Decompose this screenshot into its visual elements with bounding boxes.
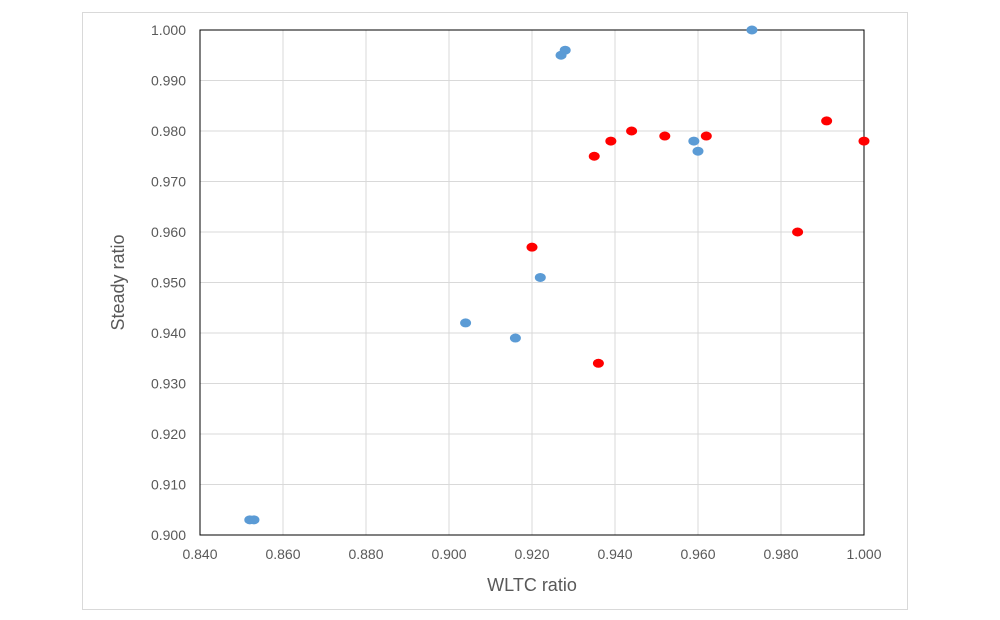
x-axis-ticks: 0.840 0.860 0.880 0.900 0.920 0.940 0.960 0.980…	[182, 546, 881, 562]
red-data-point	[526, 242, 538, 252]
y-axis-title: Steady ratio	[108, 234, 128, 330]
red-data-point	[592, 358, 604, 368]
blue-data-point	[248, 515, 260, 525]
y-tick-label: 0.960	[151, 224, 186, 240]
y-tick-label: 0.900	[151, 527, 186, 543]
y-axis-ticks: 0.900 0.910 0.920 0.930 0.940 0.950 0.960 0.970…	[151, 22, 186, 543]
x-tick-label: 0.880	[348, 546, 383, 562]
x-tick-label: 0.840	[182, 546, 217, 562]
blue-data-point	[692, 146, 704, 156]
red-data-point	[626, 126, 638, 136]
x-tick-label: 0.900	[431, 546, 466, 562]
y-tick-label: 0.910	[151, 477, 186, 493]
red-data-point	[858, 136, 870, 146]
y-tick-label: 0.990	[151, 73, 186, 89]
y-tick-label: 0.970	[151, 174, 186, 190]
y-tick-label: 0.940	[151, 325, 186, 341]
x-tick-label: 0.980	[763, 546, 798, 562]
red-data-point	[821, 116, 833, 126]
blue-data-point	[559, 45, 571, 55]
x-tick-label: 1.000	[846, 546, 881, 562]
x-tick-label: 0.940	[597, 546, 632, 562]
y-tick-label: 0.980	[151, 123, 186, 139]
plot-area-border	[199, 29, 865, 536]
red-data-point	[659, 131, 671, 141]
y-tick-label: 0.950	[151, 275, 186, 291]
red-data-point	[700, 131, 712, 141]
red-data-point	[792, 227, 804, 237]
y-tick-label: 0.930	[151, 376, 186, 392]
blue-data-point	[534, 272, 546, 282]
blue-data-point	[746, 25, 758, 35]
y-tick-label: 1.000	[151, 22, 186, 38]
data-points	[244, 25, 870, 525]
blue-data-point	[460, 318, 472, 328]
blue-data-point	[509, 333, 521, 343]
x-tick-label: 0.860	[265, 546, 300, 562]
x-tick-label: 0.920	[514, 546, 549, 562]
chart-frame	[82, 12, 908, 610]
red-data-point	[605, 136, 617, 146]
red-data-point	[588, 151, 600, 161]
x-tick-label: 0.960	[680, 546, 715, 562]
x-axis-title: WLTC ratio	[487, 575, 577, 595]
y-tick-label: 0.920	[151, 426, 186, 442]
grid-lines	[200, 30, 864, 535]
blue-data-point	[688, 136, 700, 146]
